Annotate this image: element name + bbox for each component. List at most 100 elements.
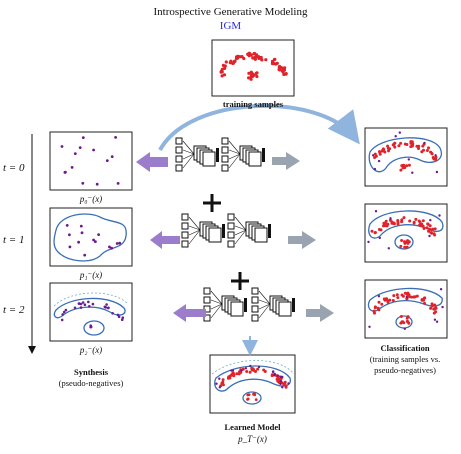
sample-point <box>224 60 228 64</box>
sample-point <box>423 296 427 300</box>
input-patch <box>181 240 189 248</box>
sample-point <box>394 135 397 138</box>
sample-point <box>372 309 376 313</box>
connection <box>188 229 201 245</box>
sample-point <box>396 296 400 300</box>
sample-point <box>105 303 108 306</box>
connection <box>182 140 195 155</box>
connection <box>258 299 271 305</box>
sample-point <box>421 144 425 148</box>
sample-point <box>92 238 95 242</box>
sample-point <box>396 220 400 224</box>
sample-point <box>388 218 392 222</box>
sample-point <box>428 224 432 228</box>
sample-point <box>220 70 224 74</box>
input-patch <box>227 231 235 239</box>
input-patch <box>221 155 229 163</box>
sample-point <box>121 316 125 320</box>
sample-point <box>429 150 433 154</box>
sample-point <box>406 239 410 243</box>
feature-map <box>208 227 222 243</box>
sample-point <box>405 143 409 146</box>
input-patch <box>181 231 189 239</box>
sample-point <box>231 369 235 372</box>
sample-point <box>78 146 82 150</box>
cnn-stacks <box>175 137 295 322</box>
sample-point <box>280 69 284 73</box>
sample-point <box>91 302 95 306</box>
sample-point <box>120 318 124 322</box>
sample-point <box>402 321 406 325</box>
input-patch <box>175 146 183 154</box>
sample-point <box>400 293 404 297</box>
sample-point <box>401 166 405 170</box>
sample-point <box>111 312 114 315</box>
sample-point <box>420 222 424 226</box>
sample-point <box>422 227 426 230</box>
sample-point <box>433 233 437 237</box>
sample-point <box>68 233 71 237</box>
sample-point <box>389 217 392 220</box>
contour-c0 <box>368 137 443 173</box>
training-sample-points <box>219 51 288 81</box>
sample-point <box>403 241 407 245</box>
dashed-learned <box>211 360 295 375</box>
sample-point <box>383 150 387 154</box>
sample-point <box>405 245 409 249</box>
synthesis-note: (pseudo-negatives) <box>58 378 124 388</box>
sample-point <box>376 306 380 310</box>
sample-point <box>249 364 252 368</box>
sample-point <box>287 382 290 385</box>
sample-point <box>405 295 409 299</box>
sample-point <box>97 233 100 237</box>
sample-point <box>117 315 121 319</box>
sample-point <box>386 299 390 303</box>
sample-point <box>248 370 252 374</box>
sample-point <box>374 210 378 213</box>
sample-point <box>425 149 429 152</box>
connection <box>210 303 223 310</box>
sample-point <box>256 367 260 371</box>
sample-point <box>233 59 237 63</box>
feature-map <box>248 151 262 167</box>
time-label-2: t = 2 <box>3 304 25 316</box>
sample-point <box>73 306 77 310</box>
sample-point <box>221 380 225 384</box>
sample-point <box>430 304 434 308</box>
sample-point <box>417 219 421 223</box>
output-layer <box>216 148 219 162</box>
classification-title: Classification <box>380 343 430 353</box>
output-layer <box>244 298 247 312</box>
sample-point <box>110 155 114 159</box>
sample-point <box>435 170 439 174</box>
sample-point <box>246 398 249 401</box>
sample-point <box>255 71 259 75</box>
sample-point <box>65 224 69 227</box>
connection <box>182 149 195 155</box>
sample-point <box>253 392 256 396</box>
sample-point <box>247 76 251 80</box>
sample-point <box>381 147 385 151</box>
sample-point <box>277 65 281 69</box>
diagram-title: Introspective Generative Modeling <box>153 6 308 18</box>
sample-point <box>228 61 232 65</box>
sample-point <box>367 240 370 244</box>
sample-point <box>399 315 403 318</box>
sample-point <box>116 182 120 185</box>
sample-point <box>411 142 415 146</box>
sample-point <box>279 380 283 383</box>
sample-point <box>246 393 250 397</box>
sample-point <box>386 222 390 226</box>
connection <box>182 153 195 160</box>
sample-point <box>81 181 85 185</box>
input-patch <box>227 222 235 230</box>
sample-point <box>387 149 390 153</box>
connection <box>188 229 201 236</box>
sample-point <box>250 72 254 76</box>
cnn-stack <box>175 137 219 172</box>
sample-point <box>382 224 385 228</box>
sample-point <box>370 229 374 233</box>
sample-point <box>441 305 444 309</box>
dist-label-0: p₀⁻(x) <box>79 194 103 204</box>
output-layer <box>268 224 271 238</box>
